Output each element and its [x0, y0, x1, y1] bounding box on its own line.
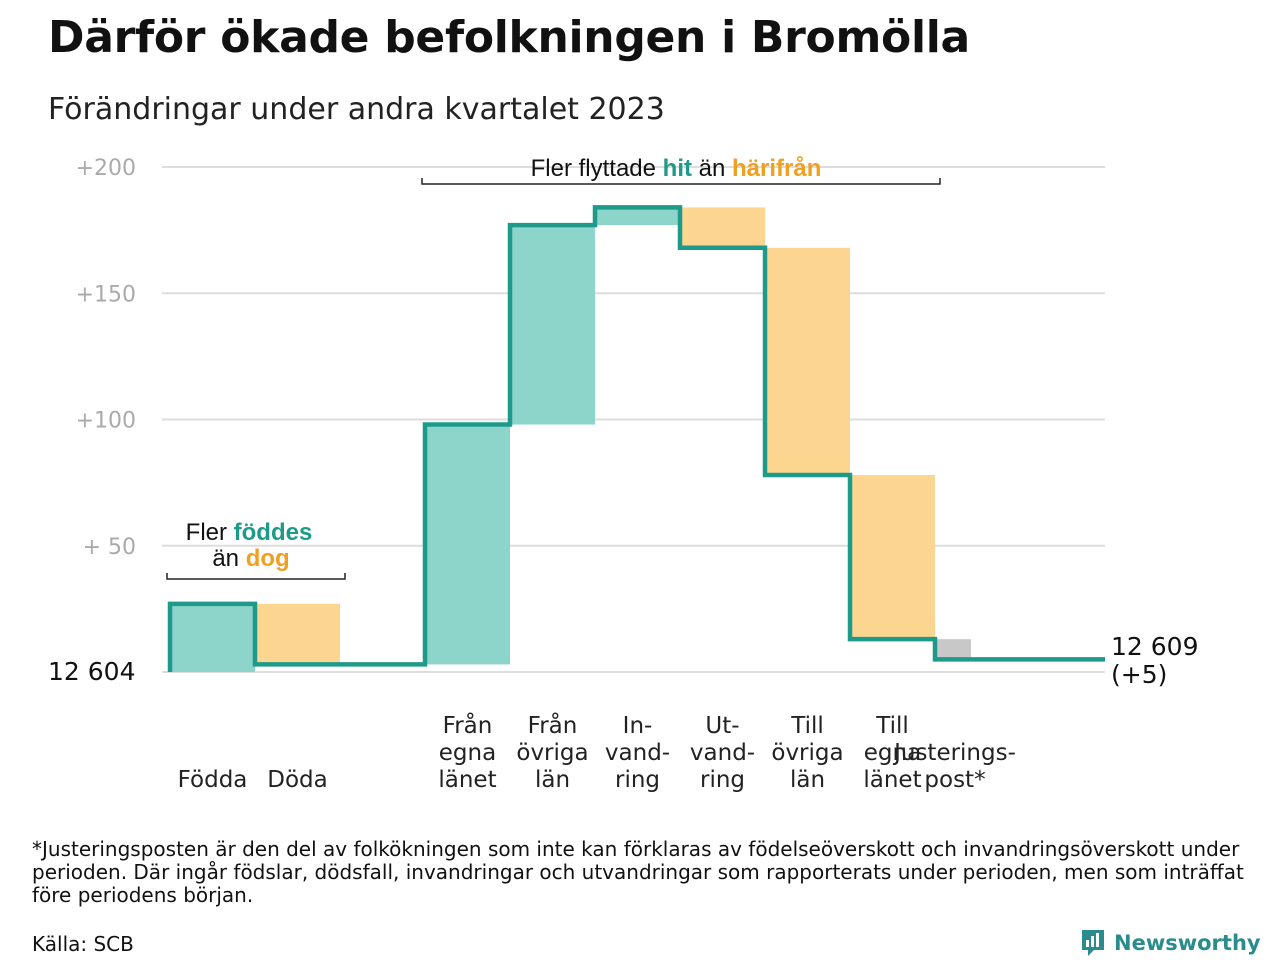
bar-justeringspost — [935, 639, 971, 660]
gridlines: +200 +150 +100 + 50 — [76, 156, 1105, 673]
step-line — [167, 205, 1105, 672]
born-annotation-line2: än dog — [212, 545, 289, 572]
moved-annotation: Fler flyttade hit än härifrån — [531, 155, 822, 182]
category-label: övriga — [516, 740, 588, 766]
category-label: Från — [528, 711, 578, 739]
category-label: vand- — [690, 740, 755, 766]
brand-logo: Newsworthy — [1080, 928, 1261, 958]
end-value-label: 12 609 — [1111, 632, 1198, 661]
source: Källa: SCB — [32, 932, 134, 956]
category-label: Till — [790, 713, 824, 739]
category-label: län — [535, 767, 570, 793]
cumulative-step-line — [167, 205, 1105, 672]
category-label: ring — [615, 767, 660, 793]
y-tick-label: + 50 — [83, 535, 136, 560]
bars — [170, 207, 971, 672]
y-tick-label: +150 — [76, 282, 136, 307]
category-label: ring — [700, 767, 745, 793]
waterfall-chart: +200+150+100+ 50 Födda DödaFrånegnalänetF… — [48, 155, 1198, 793]
newsworthy-logo-icon — [1082, 930, 1104, 956]
category-label: egna — [439, 740, 496, 766]
y-tick-label: +200 — [76, 156, 136, 181]
category-label: egna — [864, 740, 921, 766]
bar-utvandring — [680, 207, 765, 248]
category-label: post* — [924, 767, 985, 793]
category-label: länet — [863, 767, 921, 793]
born-bracket — [166, 573, 346, 580]
bar-födda — [170, 603, 255, 672]
category-label: In- — [623, 713, 653, 739]
brand-text: Newsworthy — [1114, 931, 1261, 955]
category-label: Från — [443, 711, 493, 739]
bar-tillövrigalän — [765, 247, 850, 476]
footnote: *Justeringsposten är den del av folkökni… — [32, 837, 1244, 907]
category-label: Till — [875, 713, 909, 739]
category-label: Ut- — [705, 713, 739, 739]
chart-subtitle: Förändringar under andra kvartalet 2023 — [48, 92, 665, 127]
bar-invandring — [595, 207, 680, 226]
bar-tillegnalänet — [850, 475, 935, 640]
category-label: länet — [438, 767, 496, 793]
category-label: övriga — [771, 740, 843, 766]
y-tick-label: +100 — [76, 409, 136, 434]
start-value-label: 12 604 — [48, 657, 135, 686]
bar-frånegnalänet — [425, 424, 510, 665]
end-change-label: (+5) — [1111, 660, 1167, 689]
bar-döda — [255, 603, 340, 665]
moved-bracket — [421, 178, 941, 185]
category-label: län — [790, 767, 825, 793]
born-annotation-line1: Fler föddes — [186, 519, 313, 546]
category-label: Födda — [178, 767, 248, 793]
chart-title: Därför ökade befolkningen i Bromölla — [48, 12, 970, 63]
category-label: Döda — [267, 767, 327, 793]
labels: Födda DödaFrånegnalänetFrånövrigalänIn-va… — [48, 632, 1198, 793]
category-label: Justerings- — [892, 740, 1016, 766]
category-label: vand- — [605, 740, 670, 766]
bar-frånövrigalän — [510, 225, 595, 425]
